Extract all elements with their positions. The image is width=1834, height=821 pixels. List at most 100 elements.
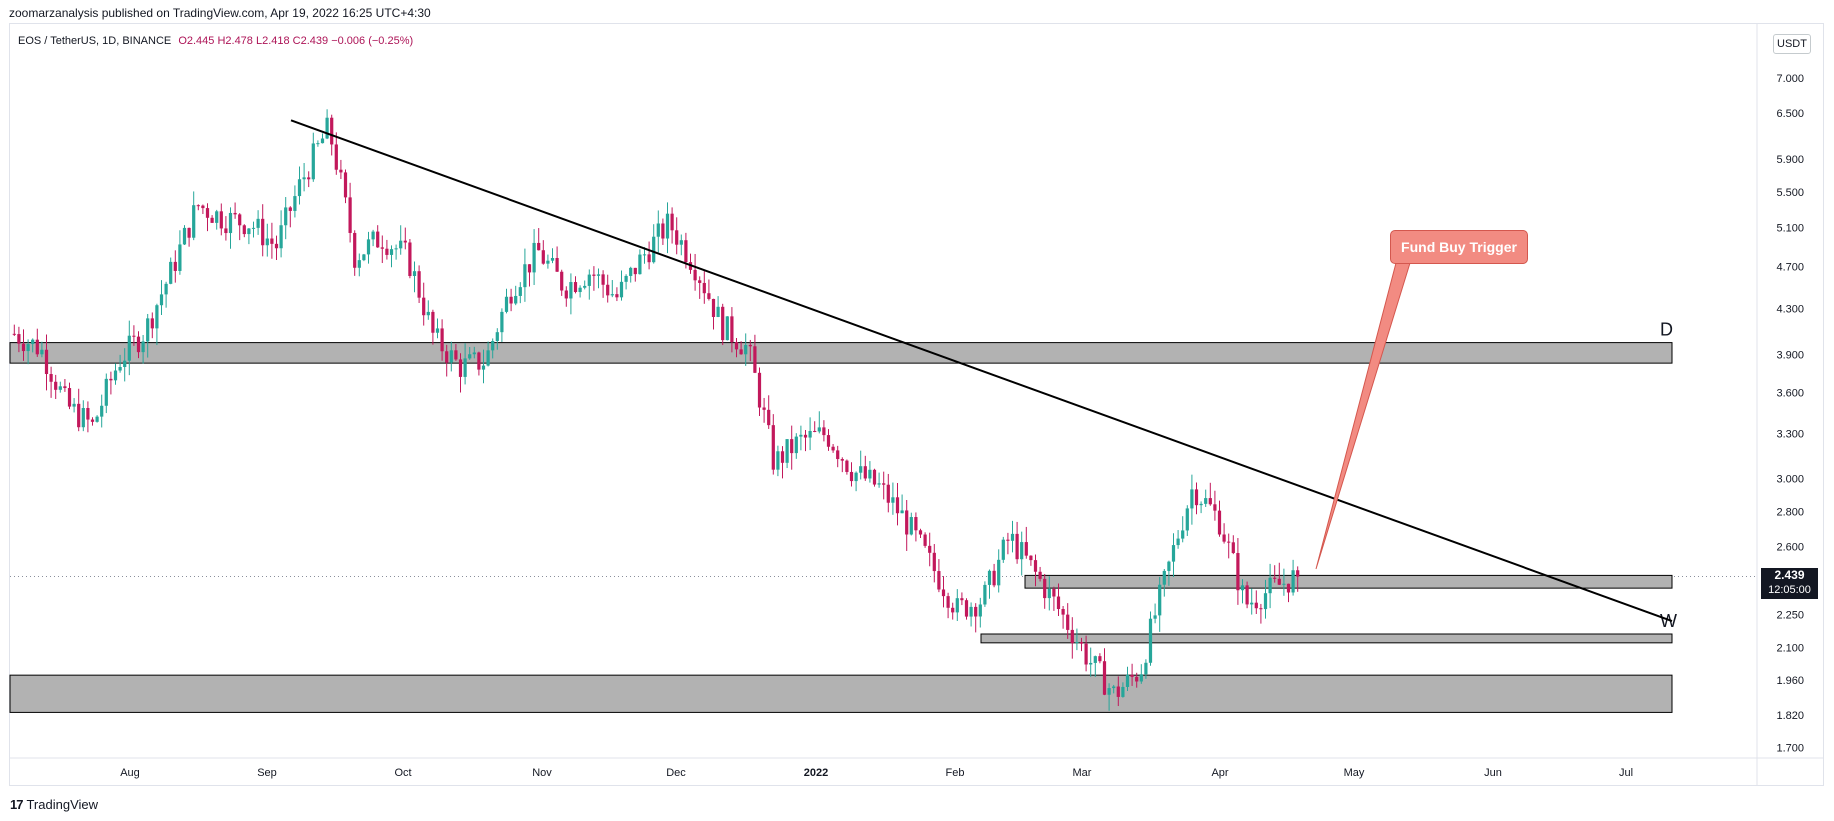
candle-body [928,545,932,553]
candle-body [721,306,725,341]
y-tick-label: 3.600 [1776,387,1804,399]
candle-body [606,284,610,296]
candle-body [573,282,578,293]
candle-body [1079,642,1084,644]
candle-body [918,530,923,535]
candle-body [224,228,228,234]
candle-body [854,472,858,482]
candle-body [638,254,642,275]
candle-body [546,260,550,264]
currency-selector[interactable]: USDT [1773,34,1811,54]
candle-body [826,435,831,447]
candle-body [684,240,688,263]
candle-body [1158,584,1162,616]
candle-body [734,342,739,350]
candle-body [1125,674,1130,687]
y-axis[interactable]: 77.0006.5005.9005.5005.1004.7004.3003.90… [1756,24,1804,785]
candle-body [527,264,532,273]
candle-body [776,451,780,470]
candle-body [343,172,348,198]
ohlc-values: O2.445 H2.478 L2.418 C2.439 −0.006 (−0.2… [178,35,414,47]
candle-body [1001,539,1005,560]
candle-body [1213,504,1217,511]
candle-body [895,497,900,514]
candle-body [297,179,302,197]
y-tick-label: 4.300 [1776,303,1804,315]
candle-body [1043,578,1047,599]
candle-body [849,471,854,482]
fund-buy-trigger-callout: Fund Buy Trigger [1390,230,1528,264]
candle-body [219,211,223,229]
candle-body [348,197,352,233]
candle-body [1029,555,1033,561]
candle-body [523,264,527,288]
candle-body [1153,615,1157,619]
candle-body [808,430,812,438]
candle-body [974,606,978,617]
candle-body [509,296,513,304]
x-tick-label: Sep [257,767,277,779]
candle-body [44,349,49,375]
candle-body [210,217,214,223]
candle-body [201,205,205,209]
footer-brand[interactable]: 17 TradingView [10,797,98,812]
candle-body [615,294,619,298]
y-tick-label: 2.600 [1776,541,1804,553]
candle-body [822,427,826,436]
candle-body [679,240,683,245]
candle-body [767,409,771,426]
candle-body [399,240,403,249]
candle-body [1056,596,1061,610]
candle-body [353,232,357,268]
candle-body [72,403,76,407]
candle-body [799,434,803,437]
candle-body [136,336,141,353]
candle-body [997,559,1001,586]
trendline [290,119,1673,622]
candle-body [647,254,651,263]
candle-body [477,352,481,370]
candle-body [670,213,674,231]
candle-body [362,254,366,261]
candle-body [426,311,430,316]
candle-body [951,607,955,613]
candle-body [946,596,950,608]
publish-info: zoomarzanalysis published on TradingView… [9,6,431,20]
x-axis[interactable]: Aug Sep Oct Nov Dec 2022 Feb Mar Apr May Jun Jul [9,757,1824,779]
candle-body [518,287,522,296]
candle-body [675,230,679,245]
candle-body [192,205,196,238]
candle-body [831,446,835,451]
y-tick-label: 5.100 [1776,223,1804,235]
candle-body [1254,602,1258,609]
candle-body [868,469,872,479]
candle-body [445,351,449,363]
candle-body [872,469,877,485]
candle-body [757,372,762,408]
candle-body [17,334,21,344]
candle-body [882,483,886,485]
candle-body [1171,545,1176,562]
zone-label-d: D [1660,320,1673,340]
y-tick-label: 4.700 [1776,261,1804,273]
x-tick-label: Oct [394,767,411,779]
candle-body [385,248,389,255]
candle-body [1070,629,1074,644]
candle-body [633,267,637,275]
candle-body [233,212,237,215]
candle-body [629,267,633,276]
candle-body [215,211,219,223]
candle-body [486,350,490,366]
candle-body [762,407,766,410]
candle-body [744,344,748,355]
candle-body [803,434,808,438]
candle-body [569,282,573,299]
candle-body [495,332,499,342]
candle-body [155,305,159,329]
candle-body [205,208,210,218]
zone-rect [9,674,1673,713]
candle-body [265,238,269,246]
candle-body [1112,686,1116,689]
y-tick-label: 5.500 [1776,187,1804,199]
